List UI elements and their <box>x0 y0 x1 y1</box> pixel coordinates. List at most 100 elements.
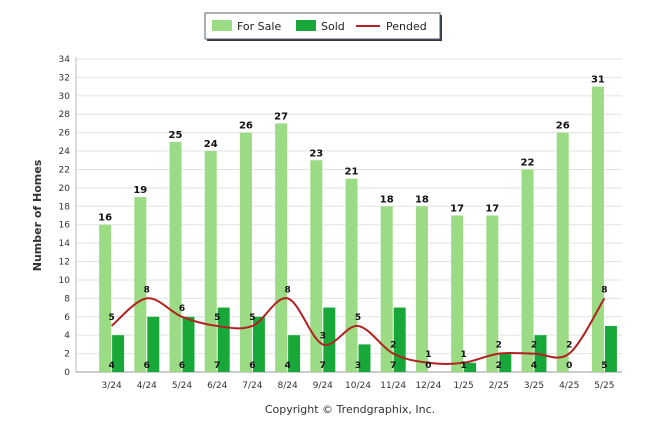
bar-sold <box>288 335 301 372</box>
bar-sold <box>323 307 336 372</box>
data-label-for-sale: 24 <box>204 139 218 150</box>
y-tick-label: 0 <box>64 368 70 378</box>
bar-for-sale <box>275 123 288 372</box>
data-label-for-sale: 19 <box>133 185 147 196</box>
bar-sold <box>217 307 230 372</box>
legend-box <box>204 12 441 40</box>
data-label-pended: 2 <box>390 341 396 351</box>
data-label-for-sale: 27 <box>274 111 288 122</box>
data-label-sold: 4 <box>284 361 290 371</box>
y-tick-label: 26 <box>59 129 71 139</box>
bar-sold <box>358 344 371 372</box>
data-label-for-sale: 22 <box>521 157 535 168</box>
bar-for-sale <box>99 224 112 372</box>
legend-label: Pended <box>386 20 427 33</box>
y-tick-label: 20 <box>59 184 71 194</box>
x-tick-label: 11/24 <box>380 381 406 391</box>
data-label-sold: 4 <box>108 361 114 371</box>
data-label-sold: 5 <box>601 361 607 371</box>
data-label-pended: 1 <box>460 350 466 360</box>
legend-label: Sold <box>321 20 345 33</box>
bar-for-sale <box>239 132 252 372</box>
bar-for-sale <box>556 132 569 372</box>
bar-sold <box>112 335 125 372</box>
data-label-for-sale: 21 <box>345 167 359 178</box>
bar-for-sale <box>204 151 217 372</box>
data-label-for-sale: 18 <box>380 194 394 205</box>
x-tick-label: 7/24 <box>242 381 262 391</box>
y-tick-label: 18 <box>59 202 71 212</box>
data-label-pended: 6 <box>179 304 185 314</box>
x-tick-label: 3/24 <box>101 381 121 391</box>
data-label-pended: 8 <box>144 285 150 295</box>
y-tick-label: 2 <box>64 350 70 360</box>
y-tick-label: 34 <box>59 55 71 65</box>
bar-for-sale <box>521 169 534 372</box>
data-label-pended: 8 <box>284 285 290 295</box>
data-label-pended: 1 <box>425 350 431 360</box>
y-tick-label: 14 <box>59 239 71 249</box>
y-tick-label: 12 <box>59 258 70 268</box>
x-tick-label: 10/24 <box>345 381 371 391</box>
bar-sold <box>252 316 265 372</box>
legend-label: For Sale <box>237 20 281 33</box>
data-label-sold: 2 <box>496 361 502 371</box>
y-tick-label: 16 <box>59 221 71 231</box>
data-label-pended: 5 <box>214 313 220 323</box>
x-tick-label: 12/24 <box>415 381 441 391</box>
bar-for-sale <box>169 141 182 372</box>
bar-for-sale <box>451 215 464 372</box>
data-label-sold: 6 <box>144 361 150 371</box>
bar-for-sale <box>486 215 499 372</box>
bar-for-sale <box>380 206 393 372</box>
y-tick-label: 32 <box>59 73 70 83</box>
data-label-sold: 6 <box>249 361 255 371</box>
bar-sold <box>604 325 617 372</box>
data-label-pended: 3 <box>320 331 326 341</box>
y-axis-label: Number of Homes <box>31 159 44 271</box>
y-tick-label: 24 <box>59 147 71 157</box>
bar-for-sale <box>345 178 358 372</box>
y-tick-label: 10 <box>59 276 71 286</box>
data-label-pended: 8 <box>601 285 607 295</box>
data-label-sold: 4 <box>531 361 537 371</box>
y-tick-label: 6 <box>64 313 70 323</box>
y-tick-label: 30 <box>59 92 71 102</box>
x-tick-label: 2/25 <box>489 381 509 391</box>
bar-sold <box>499 353 512 372</box>
data-label-pended: 2 <box>496 341 502 351</box>
y-tick-label: 4 <box>64 331 70 341</box>
x-tick-label: 3/25 <box>524 381 544 391</box>
x-tick-label: 8/24 <box>277 381 297 391</box>
bar-sold <box>182 316 195 372</box>
data-label-for-sale: 31 <box>591 75 605 86</box>
legend: For Sale Sold Pended <box>204 12 442 41</box>
bar-sold <box>147 316 160 372</box>
bar-sold <box>464 362 477 372</box>
data-label-sold: 7 <box>320 361 326 371</box>
data-label-pended: 5 <box>108 313 114 323</box>
x-tick-label: 4/24 <box>137 381 157 391</box>
x-tick-label: 1/25 <box>453 381 473 391</box>
data-label-pended: 2 <box>531 341 537 351</box>
data-label-pended: 2 <box>566 341 572 351</box>
data-label-sold: 7 <box>214 361 220 371</box>
x-tick-label: 5/24 <box>172 381 192 391</box>
bar-for-sale <box>415 206 428 372</box>
data-label-for-sale: 25 <box>169 130 183 141</box>
y-tick-label: 22 <box>59 165 70 175</box>
data-label-for-sale: 17 <box>450 204 464 215</box>
data-label-for-sale: 26 <box>239 121 253 132</box>
data-label-sold: 0 <box>425 361 431 371</box>
x-tick-label: 4/25 <box>559 381 579 391</box>
data-label-for-sale: 16 <box>98 213 112 224</box>
data-label-pended: 5 <box>249 313 255 323</box>
legend-swatch <box>296 20 316 31</box>
y-tick-label: 8 <box>64 294 70 304</box>
x-tick-label: 5/25 <box>594 381 614 391</box>
data-label-for-sale: 23 <box>309 148 323 159</box>
data-label-sold: 0 <box>566 361 572 371</box>
bar-for-sale <box>591 86 604 372</box>
